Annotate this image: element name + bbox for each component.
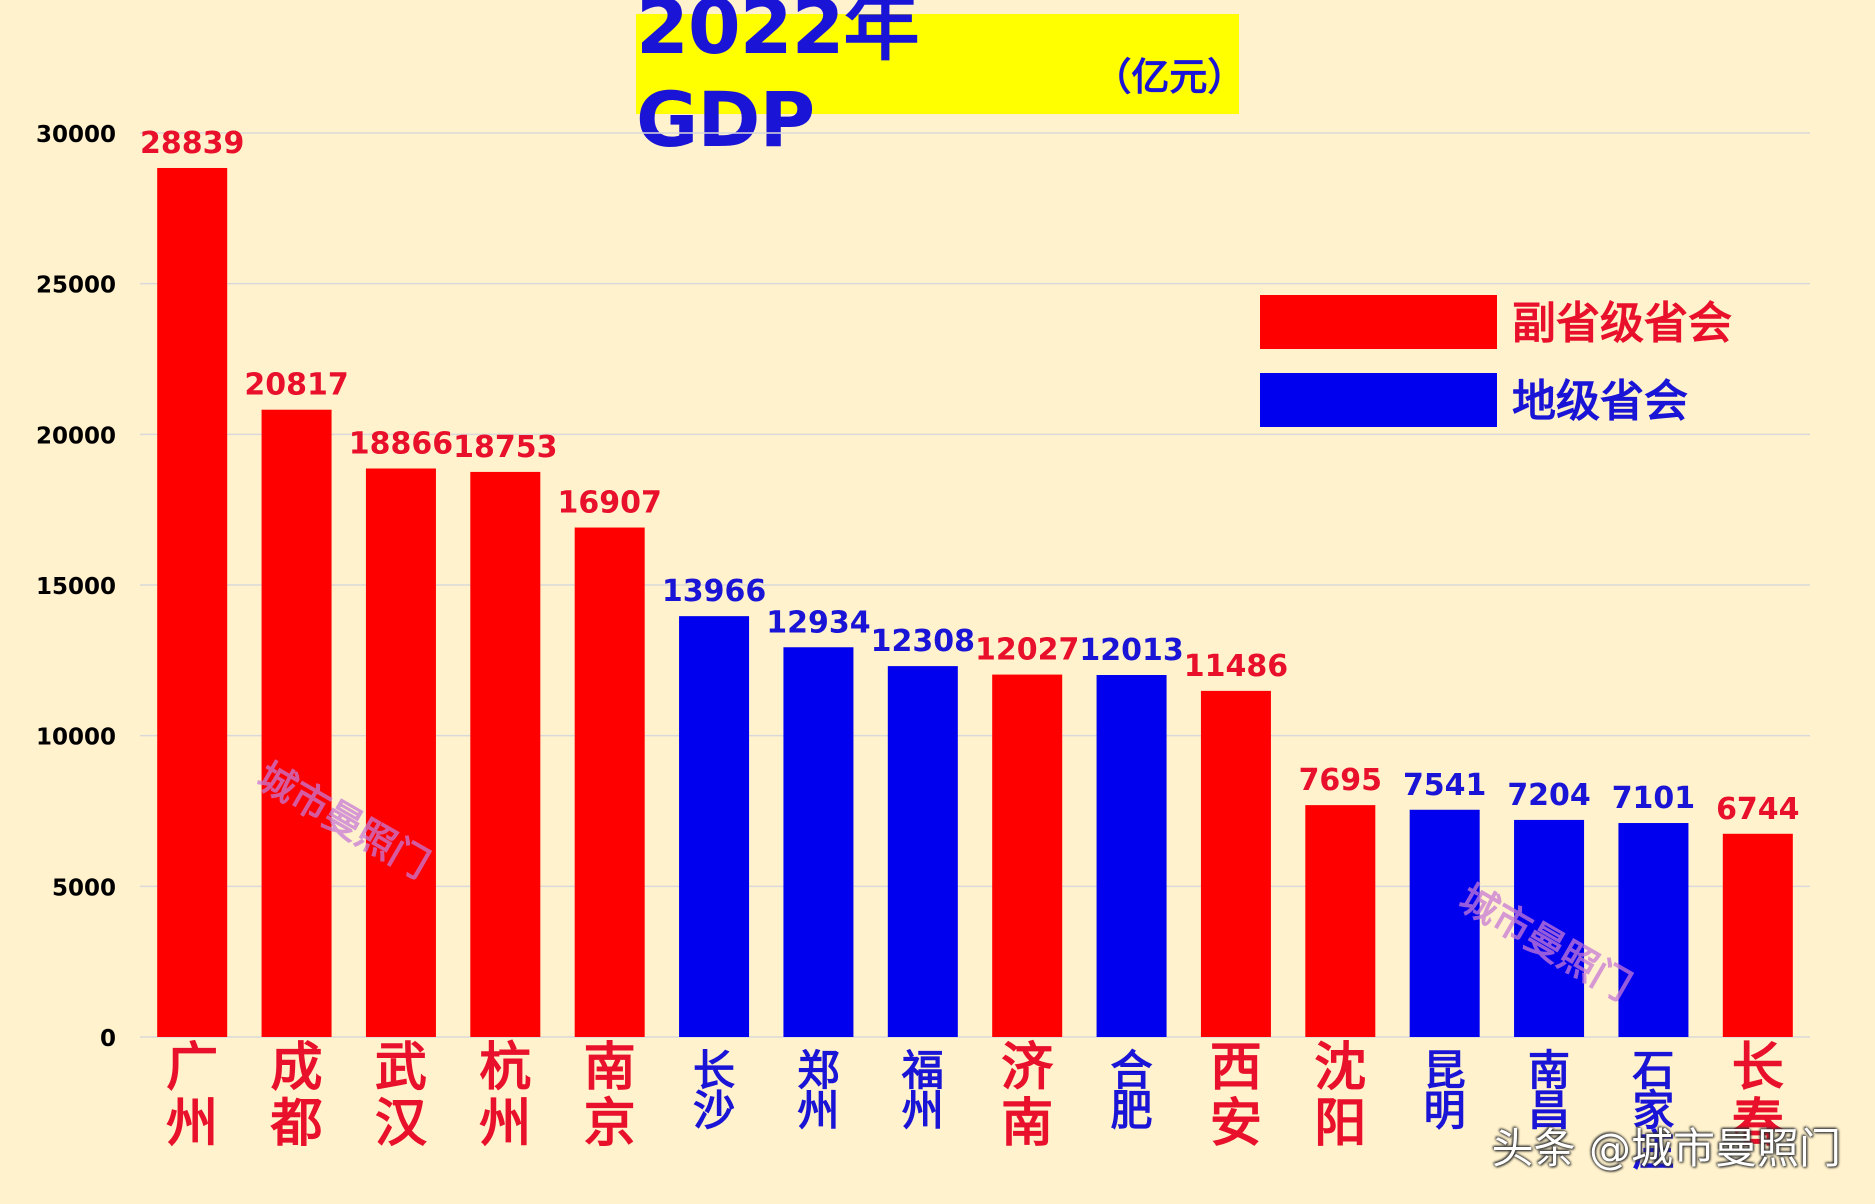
chart-title-unit: （亿元） <box>1093 54 1246 99</box>
x-tick-label: 成都 <box>270 1038 323 1154</box>
x-tick-label: 昆明 <box>1424 1046 1466 1135</box>
bar <box>679 616 750 1037</box>
y-tick-label: 5000 <box>52 875 116 901</box>
footer-watermark: 头条 @城市曼照门 <box>1491 1124 1841 1173</box>
data-label: 7204 <box>1507 778 1591 813</box>
bar <box>470 471 541 1037</box>
bar <box>1200 690 1271 1037</box>
bar <box>1618 823 1689 1037</box>
data-label: 28839 <box>140 126 244 161</box>
x-tick-label: 武汉 <box>375 1038 428 1154</box>
bar <box>1305 805 1376 1037</box>
bar <box>261 409 332 1038</box>
x-tick-label: 南昌 <box>1528 1046 1570 1135</box>
bar <box>574 527 645 1037</box>
bar <box>365 468 436 1038</box>
x-tick-label: 郑州 <box>797 1046 839 1135</box>
bar <box>1722 833 1793 1037</box>
legend-label: 副省级省会 <box>1512 298 1732 349</box>
x-tick-label: 沈阳 <box>1314 1038 1366 1154</box>
data-label: 20817 <box>244 368 348 403</box>
data-label: 7541 <box>1403 768 1487 803</box>
data-label: 12308 <box>871 624 975 659</box>
y-tick-label: 15000 <box>36 574 116 600</box>
y-tick-label: 25000 <box>36 273 116 299</box>
data-label: 18753 <box>453 430 557 465</box>
x-tick-label: 西安 <box>1210 1038 1262 1154</box>
data-label: 12027 <box>975 633 1079 668</box>
data-label: 12934 <box>766 605 870 640</box>
legend-swatch <box>1260 373 1497 427</box>
data-label: 7695 <box>1299 763 1383 798</box>
x-tick-label: 长春 <box>1732 1038 1784 1154</box>
data-label: 12013 <box>1079 633 1183 668</box>
bar <box>887 666 958 1037</box>
legend-label: 地级省会 <box>1512 376 1688 427</box>
x-tick-label: 石家庄 <box>1632 1046 1674 1175</box>
bar <box>1514 819 1585 1037</box>
bar <box>1409 809 1480 1037</box>
data-label: 7101 <box>1612 781 1696 816</box>
y-tick-label: 30000 <box>36 122 116 148</box>
chart-title: 2022年GDP <box>636 0 920 164</box>
data-label: 13966 <box>662 574 766 609</box>
x-tick-label: 福州 <box>901 1046 944 1135</box>
data-label: 11486 <box>1184 649 1288 684</box>
data-label: 18866 <box>349 427 453 462</box>
x-tick-label: 广州 <box>166 1038 218 1154</box>
y-tick-label: 20000 <box>36 423 116 449</box>
x-tick-label: 合肥 <box>1111 1046 1153 1135</box>
y-tick-label: 10000 <box>36 725 116 751</box>
data-label: 6744 <box>1716 792 1800 827</box>
bar <box>992 674 1063 1037</box>
legend-swatch <box>1260 295 1497 349</box>
x-tick-label: 南京 <box>584 1038 636 1154</box>
x-tick-label: 长沙 <box>693 1046 735 1135</box>
y-tick-label: 0 <box>100 1026 116 1052</box>
bar <box>1096 675 1167 1037</box>
bar <box>157 167 228 1037</box>
bar <box>783 647 854 1037</box>
x-tick-label: 济南 <box>1001 1038 1054 1154</box>
x-tick-label: 杭州 <box>479 1038 531 1154</box>
data-label: 16907 <box>558 486 662 521</box>
chart-title-box: 2022年GDP （亿元） <box>636 0 1246 164</box>
